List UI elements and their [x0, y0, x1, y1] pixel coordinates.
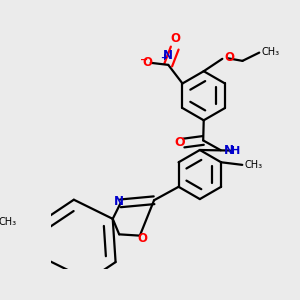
Text: CH₃: CH₃	[0, 217, 17, 227]
Text: H: H	[231, 146, 240, 156]
Text: O: O	[137, 232, 147, 245]
Text: O: O	[174, 136, 185, 149]
Text: N: N	[224, 144, 234, 157]
Text: O: O	[142, 56, 153, 69]
Text: O: O	[170, 32, 181, 45]
Text: N: N	[113, 195, 123, 208]
Text: CH₃: CH₃	[261, 46, 280, 57]
Text: +: +	[160, 53, 167, 62]
Text: O: O	[224, 51, 234, 64]
Text: N: N	[163, 49, 173, 62]
Text: −: −	[140, 55, 148, 65]
Text: CH₃: CH₃	[244, 160, 262, 170]
